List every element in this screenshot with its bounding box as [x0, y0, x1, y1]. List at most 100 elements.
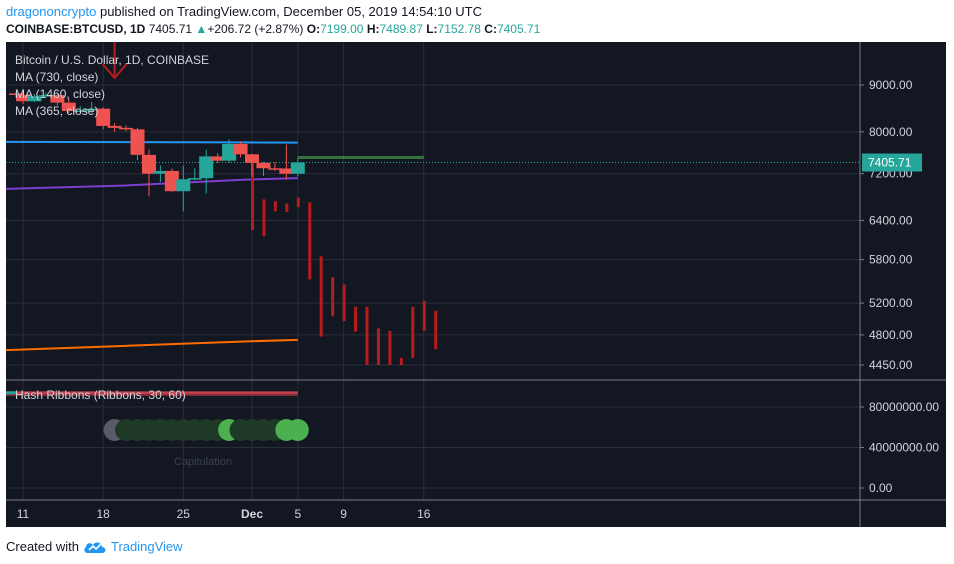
- candle-body: [119, 127, 134, 130]
- grid: [6, 42, 860, 500]
- projection-bar: [354, 306, 358, 332]
- projection-bar: [422, 300, 426, 331]
- close-value: 7405.71: [496, 22, 541, 36]
- projection-bar: [342, 284, 346, 322]
- chart-canvas[interactable]: 11 18 25 Dec 5 9 169000.008000.007200.006400.0…: [6, 42, 946, 527]
- publish-text: published on TradingView.com, December 0…: [99, 4, 483, 19]
- projection-bar: [399, 357, 403, 365]
- projection-bars: [251, 154, 438, 365]
- legend-ma-730: MA (730, close): [15, 70, 98, 84]
- footer: Created with TradingView: [6, 539, 183, 554]
- osc-tick-label: 80000000.00: [869, 400, 939, 414]
- candle-body: [233, 143, 248, 155]
- candle-body: [153, 170, 168, 174]
- hash-ribbon: [6, 391, 309, 441]
- candle-body: [141, 154, 156, 174]
- osc-tick-label: 40000000.00: [869, 441, 939, 455]
- down-arrow-icon: [101, 42, 128, 80]
- projection-bar: [365, 306, 369, 365]
- ma730-line: [6, 140, 298, 144]
- ribbon-dot: [286, 419, 309, 441]
- tradingview-cloud-icon: [84, 542, 106, 553]
- candle-body: [222, 143, 237, 161]
- high-value: 7489.87: [379, 22, 423, 36]
- candle-body: [84, 108, 99, 111]
- publish-line: dragononcrypto published on TradingView.…: [6, 4, 482, 19]
- legend-hash-ribbons: Hash Ribbons (Ribbons, 30, 60): [15, 388, 186, 402]
- low-value: 7152.78: [437, 22, 481, 36]
- projection-bar: [285, 203, 289, 212]
- candle-body: [267, 168, 282, 170]
- ma1460-line: [6, 338, 298, 352]
- candle-body: [73, 110, 88, 113]
- legend-ma-365: MA (365, close): [15, 104, 98, 118]
- last-price: 7405.71: [148, 22, 193, 36]
- candle-body: [38, 95, 53, 97]
- x-tick-label: 25: [177, 507, 191, 521]
- chart-background: [6, 42, 946, 527]
- created-with-text: Created with: [6, 539, 79, 554]
- last-price-label: 7405.71: [868, 156, 912, 170]
- projection-bar: [251, 154, 254, 230]
- candle-body: [107, 125, 122, 128]
- projection-bar: [434, 310, 438, 350]
- price-tick-label: 9000.00: [869, 78, 913, 92]
- candle-body: [9, 93, 23, 95]
- open-value: 7199.00: [320, 22, 364, 36]
- candle-body: [27, 96, 42, 102]
- x-tick-label: 18: [96, 507, 110, 521]
- projection-bar: [273, 201, 277, 212]
- projection-bar: [331, 277, 335, 317]
- axes: 11 18 25 Dec 5 9 169000.008000.007200.006400.0…: [6, 42, 946, 527]
- candles: [9, 91, 305, 212]
- osc-tick-label: 0.00: [869, 481, 893, 495]
- candle-body: [61, 102, 76, 112]
- price-tick-label: 5200.00: [869, 296, 913, 310]
- change: +206.72 (+2.87%): [207, 22, 304, 36]
- legend: Bitcoin / U.S. Dollar, 1D, COINBASE MA (…: [15, 53, 232, 468]
- x-tick-label: 5: [294, 507, 301, 521]
- ohlc-line: COINBASE:BTCUSD, 1D 7405.71 ▲+206.72 (+2…: [6, 22, 540, 36]
- price-tick-label: 8000.00: [869, 125, 913, 139]
- candle-body: [130, 129, 145, 155]
- high-label: H:: [366, 22, 380, 36]
- projection-bar: [262, 199, 266, 237]
- candle-body: [210, 156, 225, 161]
- projection-bar: [411, 306, 415, 358]
- capitulation-label: Capitulation: [174, 456, 232, 468]
- open-label: O:: [306, 22, 321, 36]
- symbol: COINBASE:BTCUSD, 1D: [6, 22, 146, 36]
- last-price-tag: [862, 153, 922, 172]
- projection-bar: [376, 328, 380, 365]
- author-link[interactable]: dragononcrypto: [6, 4, 97, 19]
- up-triangle-icon: ▲: [195, 22, 208, 36]
- x-tick-label: Dec: [241, 507, 263, 521]
- price-tick-label: 6400.00: [869, 214, 913, 228]
- candle-body: [50, 95, 65, 103]
- x-tick-label: 16: [417, 507, 431, 521]
- projection-bar: [388, 330, 392, 365]
- candle-body: [256, 162, 271, 169]
- candle-body: [187, 178, 202, 180]
- candle-body: [176, 179, 191, 192]
- projection-bar: [308, 202, 312, 280]
- projection-bar: [319, 256, 323, 337]
- legend-title: Bitcoin / U.S. Dollar, 1D, COINBASE: [15, 53, 209, 67]
- close-label: C:: [484, 22, 497, 36]
- tradingview-link[interactable]: TradingView: [110, 539, 183, 554]
- x-tick-label: 11: [17, 507, 30, 521]
- projection-bar: [296, 197, 300, 208]
- x-tick-label: 9: [340, 507, 347, 521]
- candle-body: [279, 168, 294, 174]
- price-tick-label: 5800.00: [869, 253, 913, 267]
- price-tick-label: 4800.00: [869, 328, 913, 342]
- candle-body: [245, 154, 259, 163]
- candle-body: [199, 156, 214, 179]
- candle-body: [164, 170, 179, 192]
- candle-body: [96, 108, 111, 126]
- candle-body: [16, 94, 30, 102]
- price-tick-label: 4450.00: [869, 358, 913, 372]
- legend-ma-1460: MA (1460, close): [15, 87, 105, 101]
- candle-body: [290, 162, 305, 174]
- low-label: L:: [426, 22, 438, 36]
